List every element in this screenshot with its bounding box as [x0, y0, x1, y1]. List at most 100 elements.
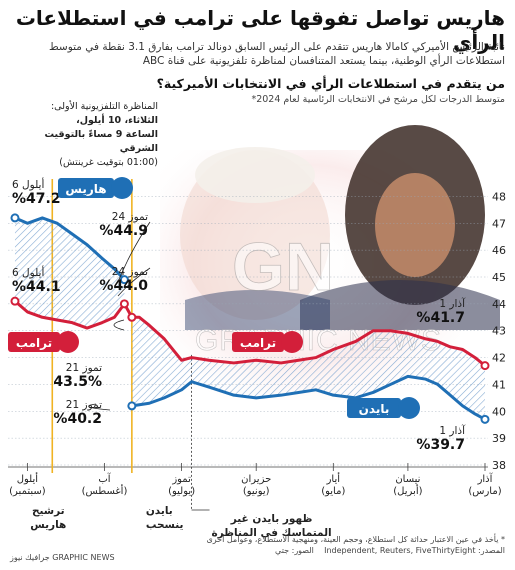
leader-line-2 [113, 319, 125, 331]
debate-line-1: المناظرة التلفزيونية الأولى: [50, 101, 158, 112]
y-tick-label-42: 42 [492, 352, 506, 365]
credit-ar: جرافيك نيوز [10, 553, 50, 562]
annotation-date-4: 21 تموز [66, 362, 102, 374]
series-markers [10, 213, 490, 424]
series-line-harris [13, 216, 126, 282]
x-tick-label-6: حزيران [241, 474, 271, 485]
annotation-date-1: 6 أيلول [12, 265, 44, 279]
x-tick-sublabel-6: (يونيو) [243, 486, 270, 497]
event-label-2-a: ظهور بايدن غير [230, 513, 313, 525]
event-label-1-a: بايدن [146, 505, 173, 517]
y-tick-label-41: 41 [492, 378, 506, 391]
badge-harris-icon [111, 177, 133, 199]
badge-trump: ترامب [8, 331, 79, 353]
credit-en: GRAPHIC NEWS [52, 553, 115, 562]
x-tick-label-8: آب [98, 472, 111, 485]
y-tick-label-40: 40 [492, 405, 506, 418]
annotation-value-1: %44.1 [12, 279, 61, 295]
y-tick-label-44: 44 [492, 298, 506, 311]
marker-biden-5 [127, 401, 137, 411]
marker-trump-6 [480, 361, 490, 371]
x-tick-sublabel-7: (يوليو) [168, 486, 195, 497]
annotations: 6 أيلول%47.26 أيلول%44.124 تموز%44.924 ت… [12, 177, 466, 453]
chart-title: من يتقدم في استطلاعات الرأي في الانتخابا… [156, 76, 505, 91]
y-tick-label-39: 39 [492, 432, 506, 445]
debate-line-2: الثلاثاء، 10 أيلول، [76, 115, 158, 126]
event-label-0-b: هاريس [30, 519, 66, 531]
badge-trump-2-label: ترامب [240, 336, 276, 350]
leader-line-1 [117, 267, 151, 297]
annotation-value-2: %44.9 [99, 223, 148, 239]
badge-biden-box [347, 398, 401, 418]
badge-harris-box [58, 178, 114, 198]
x-tick-label-4: نيسان [395, 474, 420, 485]
source-note: * يأخذ في عين الاعتبار حداثة كل استطلاع،… [206, 535, 505, 544]
annotation-value-7: %39.7 [416, 437, 465, 453]
source-label: المصدر: [478, 546, 505, 555]
x-tick-sublabel-3: (مارس) [468, 486, 501, 497]
x-axis-ticks: آذار(مارس)نيسان(أبريل)أيار(مايو)حزيران(ي… [8, 463, 502, 497]
event-label-1-b: ينسحب [146, 519, 184, 531]
badge-trump-2: ترامب [232, 331, 303, 353]
gap-hatching [14, 217, 485, 420]
annotation-value-6: %41.7 [416, 310, 465, 326]
gap-harris-trump [14, 217, 125, 328]
badge-harris: هاريس [58, 177, 133, 199]
marker-harris-2 [119, 275, 129, 285]
x-tick-sublabel-8: (أغسطس) [82, 484, 128, 497]
source-block: * يأخذ في عين الاعتبار حداثة كل استطلاع،… [205, 534, 505, 556]
badge-trump-label: ترامب [16, 336, 52, 350]
x-tick-label-5: أيار [326, 472, 341, 485]
debate-line-3: الساعة 9 مساءً بالتوقيت الشرقي [44, 129, 158, 154]
y-tick-label-38: 38 [492, 459, 506, 472]
annotation-date-7: 1 آذار [439, 424, 466, 437]
marker-trump-4 [127, 312, 137, 322]
marker-trump-3 [119, 299, 129, 309]
debate-line-4: (01:00 بتوقيت غرينتش) [59, 157, 158, 168]
x-tick-sublabel-5: (مايو) [321, 486, 345, 497]
watermark-logo: GN [232, 229, 334, 305]
y-tick-label-47: 47 [492, 217, 506, 230]
page-subtitle: نائبة الرئيس الأميركي كامالا هاريس تتقدم… [48, 41, 505, 67]
graphic-credit: جرافيك نيوز GRAPHIC NEWS [10, 553, 115, 562]
badge-biden: بايدن [347, 397, 420, 419]
annotation-date-3: 24 تموز [112, 266, 148, 278]
x-tick-label-7: تموز [171, 474, 191, 485]
badge-biden-icon [398, 397, 420, 419]
annotation-value-0: %47.2 [12, 191, 61, 207]
event-lines: ترشيح هاريس بايدن ينسحب ظهور بايدن غير المتما… [30, 179, 332, 539]
photo-credit: الصور: جتي [275, 546, 314, 555]
x-tick-sublabel-9: (سبتمبر) [9, 486, 46, 497]
y-tick-label-43: 43 [492, 325, 506, 338]
x-tick-label-3: آذار [477, 472, 494, 485]
series-line-trump [13, 299, 487, 368]
leader-line-3 [88, 403, 111, 411]
badge-trump-2-icon [281, 331, 303, 353]
series-lines [13, 216, 487, 421]
annotation-value-5: %40.2 [53, 411, 102, 427]
y-tick-label-48: 48 [492, 190, 506, 203]
y-tick-label-45: 45 [492, 271, 506, 284]
annotation-date-5: 21 تموز [66, 399, 102, 411]
marker-biden-7 [480, 414, 490, 424]
annotation-date-6: 1 آذار [439, 297, 466, 310]
page-title: هاريس تواصل تفوقها على ترامب في استطلاعا… [15, 6, 505, 54]
badge-harris-label: هاريس [65, 182, 106, 196]
marker-harris-0 [10, 213, 20, 223]
marker-trump-1 [10, 296, 20, 306]
badge-trump-icon [57, 331, 79, 353]
series-line-biden [130, 374, 487, 421]
annotation-date-0: 6 أيلول [12, 177, 44, 191]
event-label-0-a: ترشيح [32, 505, 65, 517]
y-tick-label-46: 46 [492, 244, 506, 257]
annotation-value-3: %44.0 [99, 278, 148, 294]
annotation-value-4: 43.5% [53, 374, 102, 390]
event-label-2-b: المتماسك في المناظرة [211, 527, 331, 539]
badge-biden-label: بايدن [359, 402, 390, 416]
chart-subtitle: متوسط الدرجات لكل مرشح في الانتخابات الر… [251, 94, 505, 105]
annotation-date-2: 24 تموز [112, 211, 148, 223]
badge-trump-2-box [232, 332, 284, 352]
leader-line-0 [117, 221, 151, 283]
series-badges: هاريس ترامب ترامب بايدن [8, 177, 420, 419]
